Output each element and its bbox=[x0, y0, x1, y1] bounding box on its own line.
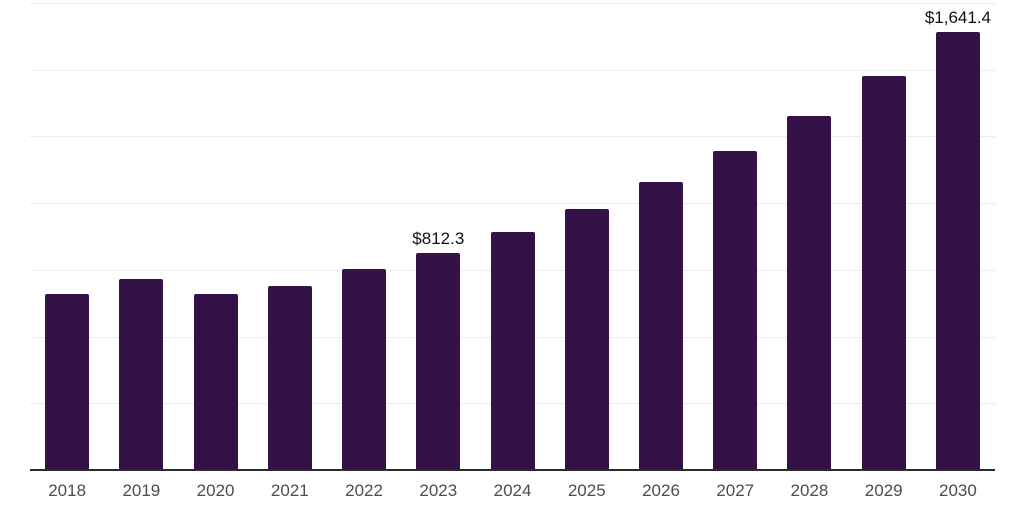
gridline-1250 bbox=[30, 136, 995, 138]
bar-column-2018 bbox=[30, 3, 104, 470]
bar-2020 bbox=[193, 294, 238, 470]
x-tick-2020: 2020 bbox=[196, 481, 235, 500]
plot-area: $812.3 $1,641.4 bbox=[30, 3, 995, 470]
bar-2027 bbox=[713, 150, 758, 470]
gridline-1750 bbox=[30, 3, 995, 4]
bar-column-2023: $812.3 bbox=[401, 3, 475, 470]
x-axis-labels: 2018 2019 2020 2021 2022 2023 2024 2025 2026 2027… bbox=[30, 481, 995, 501]
x-tick-2018: 2018 bbox=[48, 481, 87, 500]
bar-2030 bbox=[935, 31, 980, 470]
x-tick-2022: 2022 bbox=[345, 481, 383, 500]
bar-2024 bbox=[490, 231, 535, 470]
bar-column-2026 bbox=[624, 3, 698, 470]
x-tick-2025: 2025 bbox=[567, 481, 606, 500]
bar-2018 bbox=[45, 293, 90, 470]
bar-column-2022 bbox=[327, 3, 401, 470]
bar-2029 bbox=[861, 75, 906, 470]
gridline-1500 bbox=[30, 69, 995, 71]
bar-2028 bbox=[787, 115, 832, 470]
x-tick-2027: 2027 bbox=[716, 481, 755, 500]
bar-column-2028 bbox=[772, 3, 846, 470]
bar-2025 bbox=[564, 209, 609, 470]
bar-column-2024 bbox=[475, 3, 549, 470]
x-tick-2024: 2024 bbox=[493, 481, 532, 500]
bar-column-2029 bbox=[847, 3, 921, 470]
x-tick-2023: 2023 bbox=[419, 481, 458, 500]
x-axis-line bbox=[30, 469, 995, 471]
bars-container: $812.3 $1,641.4 bbox=[30, 3, 995, 470]
bar-2021 bbox=[267, 285, 312, 470]
bar-column-2025 bbox=[550, 3, 624, 470]
bar-2022 bbox=[342, 269, 387, 470]
x-tick-2019: 2019 bbox=[122, 481, 161, 500]
bar-column-2021 bbox=[253, 3, 327, 470]
x-tick-2029: 2029 bbox=[864, 481, 903, 500]
bar-value-label-2030: $1,641.4 bbox=[924, 7, 992, 27]
gridline-1000 bbox=[30, 203, 995, 205]
bar-2026 bbox=[638, 181, 683, 470]
bar-column-2019 bbox=[104, 3, 178, 470]
bar-column-2020 bbox=[178, 3, 252, 470]
bar-2019 bbox=[119, 278, 164, 470]
bar-value-label-2023: $812.3 bbox=[412, 229, 465, 249]
x-tick-2028: 2028 bbox=[790, 481, 829, 500]
x-tick-2030: 2030 bbox=[939, 481, 977, 500]
bar-column-2027 bbox=[698, 3, 772, 470]
bar-column-2030: $1,641.4 bbox=[921, 3, 995, 470]
bar-2023 bbox=[416, 253, 461, 470]
x-tick-2026: 2026 bbox=[642, 481, 680, 500]
x-tick-2021: 2021 bbox=[270, 481, 309, 500]
